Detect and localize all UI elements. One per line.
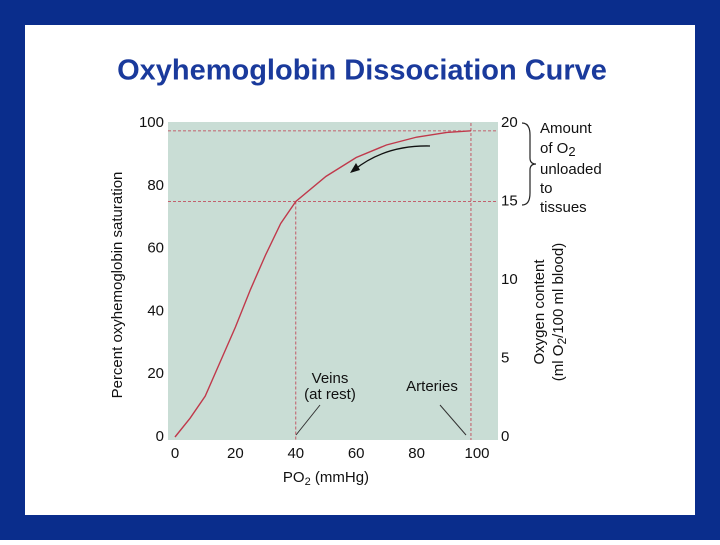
- x-tick-label: 80: [408, 445, 425, 462]
- x-label-sub: 2: [305, 476, 311, 488]
- curved-arrow: [353, 145, 431, 171]
- veins-label: (at rest): [304, 386, 356, 403]
- annotation: of O2: [540, 140, 576, 159]
- x-tick-label: 100: [464, 445, 489, 462]
- curve: [174, 130, 472, 438]
- y2-tick-label: 10: [501, 271, 518, 288]
- y-tick-label: 60: [147, 240, 164, 257]
- x-tick-label: 0: [171, 445, 179, 462]
- y2-axis-label: (ml O2/100 ml blood): [550, 243, 569, 381]
- annotation: unloaded: [540, 161, 602, 178]
- y2-label-text: (ml O: [550, 345, 567, 382]
- y2-label-text: /100 ml blood): [550, 243, 567, 338]
- annotation-sub: 2: [568, 144, 575, 159]
- chart-title: Oxyhemoglobin Dissociation Curve: [117, 55, 607, 87]
- y2-tick-label: 20: [501, 114, 518, 131]
- x-label-text: (mmHg): [311, 469, 369, 486]
- y2-tick-label: 15: [501, 192, 518, 209]
- x-label-text: PO: [283, 469, 305, 486]
- annotation: tissues: [540, 199, 587, 216]
- y-tick-label: 0: [156, 428, 164, 445]
- y2-tick-label: 0: [501, 428, 509, 445]
- plot-area: [168, 122, 498, 440]
- y2-tick-label: 5: [501, 349, 509, 366]
- veins-label: Veins: [312, 370, 349, 387]
- x-tick-label: 20: [227, 445, 244, 462]
- brace: [521, 122, 537, 206]
- arteries-pointer: [439, 404, 467, 436]
- veins-pointer: [295, 404, 321, 436]
- y-axis-label: Percent oxyhemoglobin saturation: [109, 172, 126, 399]
- x-tick-label: 40: [287, 445, 304, 462]
- x-tick-label: 60: [348, 445, 365, 462]
- arteries-label: Arteries: [406, 378, 458, 395]
- annotation: Amount: [540, 120, 593, 137]
- annotation-text: of O: [540, 140, 568, 157]
- x-axis-label: PO2 (mmHg): [283, 469, 369, 488]
- y-tick-label: 40: [147, 302, 164, 319]
- y-tick-label: 80: [147, 177, 164, 194]
- y-tick-label: 100: [139, 114, 164, 131]
- arrow-head: [350, 163, 360, 173]
- y2-label-sub: 2: [555, 338, 569, 345]
- y2-axis-label: Oxygen content: [531, 259, 548, 365]
- y-tick-label: 20: [147, 365, 164, 382]
- annotation: to: [540, 180, 553, 197]
